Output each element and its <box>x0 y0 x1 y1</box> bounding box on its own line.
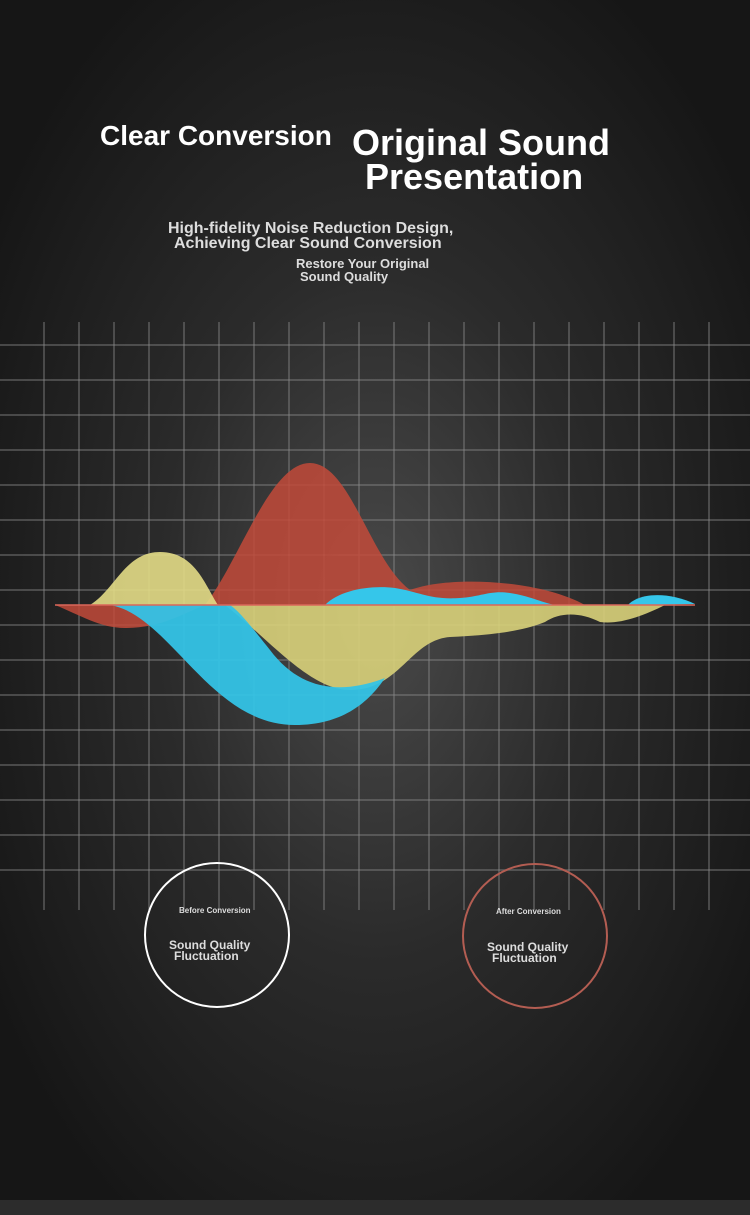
badge-label: Sound Quality <box>169 938 251 952</box>
badge-caption: After Conversion <box>496 907 561 916</box>
badge-label: Sound Quality <box>487 940 569 954</box>
badge-label: Fluctuation <box>174 949 239 963</box>
red-wave <box>55 463 585 628</box>
yellow-wave <box>90 552 218 605</box>
title-right: Presentation <box>365 156 584 197</box>
badge-circle <box>144 862 290 1008</box>
badge-label: Fluctuation <box>492 951 557 965</box>
bottom-strip <box>0 1200 750 1215</box>
blue-wave-tail <box>628 595 695 605</box>
subtitle: High-fidelity Noise Reduction Design, <box>168 220 454 237</box>
badge-caption: Before Conversion <box>179 906 251 915</box>
blue-wave-high <box>325 587 555 605</box>
tagline: Sound Quality <box>300 269 389 284</box>
badge-circle <box>462 863 608 1009</box>
tagline: Restore Your Original <box>296 256 430 271</box>
subtitle: Achieving Clear Sound Conversion <box>174 235 442 252</box>
blue-wave-low <box>110 605 385 725</box>
yellow-wave-low <box>225 605 665 690</box>
title-left: Clear Conversion <box>100 120 332 151</box>
title-right: Original Sound <box>352 122 610 163</box>
